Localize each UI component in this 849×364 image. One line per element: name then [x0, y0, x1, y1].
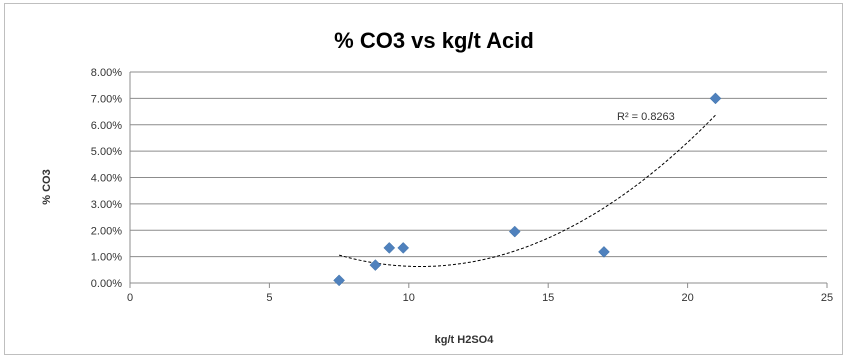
- chart-frame: % CO3 vs kg/t Acid 0.00% 1.00% 2.00% 3.00% 4…: [4, 3, 843, 355]
- x-tick-label: 25: [821, 292, 833, 304]
- y-tick-label: 6.00%: [91, 120, 122, 132]
- y-axis-title: % CO3: [41, 169, 53, 204]
- trendline: [338, 114, 716, 267]
- chart-title: % CO3 vs kg/t Acid: [334, 28, 534, 53]
- y-tick-label: 4.00%: [91, 173, 122, 185]
- trendline-curve: [338, 114, 716, 267]
- data-point: [383, 242, 396, 254]
- data-point: [369, 259, 382, 271]
- x-tick-label: 15: [542, 292, 554, 304]
- axes: [129, 72, 827, 284]
- x-tick-label: 5: [266, 292, 272, 304]
- data-point: [508, 225, 521, 238]
- data-points: [333, 92, 722, 287]
- y-tick-label: 7.00%: [91, 93, 122, 105]
- y-tick-label: 5.00%: [91, 146, 122, 158]
- x-tick-label: 10: [403, 292, 415, 304]
- y-tick-label: 8.00%: [91, 67, 122, 79]
- data-point: [709, 92, 722, 105]
- data-point: [397, 242, 410, 254]
- gridlines: [130, 71, 827, 258]
- x-tick-labels: 0 5 10 15 20 25: [127, 283, 833, 304]
- data-point: [333, 274, 345, 287]
- y-tick-labels: 0.00% 1.00% 2.00% 3.00% 4.00% 5.00% 6.00% 7.00%…: [91, 67, 122, 290]
- r-squared-annotation: R² = 0.8263: [617, 111, 675, 123]
- y-tick-label: 1.00%: [91, 252, 122, 264]
- data-point: [598, 246, 610, 258]
- y-tick-label: 0.00%: [91, 278, 122, 290]
- x-tick-label: 20: [681, 292, 693, 304]
- x-axis-title: kg/t H2SO4: [435, 334, 495, 346]
- x-tick-label: 0: [127, 292, 133, 304]
- y-tick-label: 2.00%: [91, 225, 122, 237]
- scatter-chart: % CO3 vs kg/t Acid 0.00% 1.00% 2.00% 3.00% 4…: [41, 28, 833, 346]
- y-tick-label: 3.00%: [91, 199, 122, 211]
